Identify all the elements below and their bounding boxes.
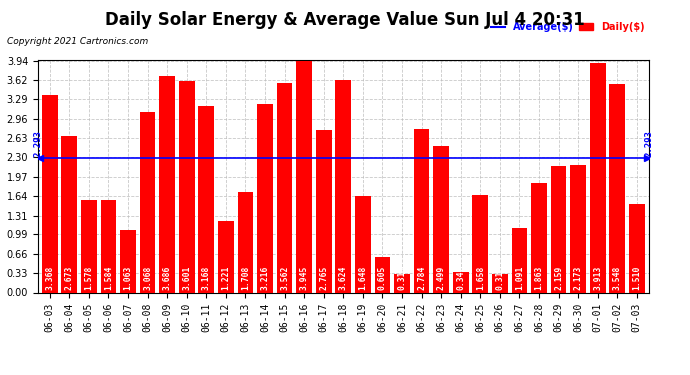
Text: 2.499: 2.499	[437, 265, 446, 290]
Bar	[237, 192, 253, 292]
Text: 2.293: 2.293	[33, 130, 43, 157]
Text: 0.605: 0.605	[378, 265, 387, 290]
Text: 0.312: 0.312	[495, 265, 504, 290]
Text: 1.863: 1.863	[535, 265, 544, 290]
Bar	[590, 63, 606, 292]
Text: 1.708: 1.708	[241, 265, 250, 290]
Bar	[394, 274, 410, 292]
Text: 3.624: 3.624	[339, 265, 348, 290]
Bar	[375, 257, 391, 292]
Text: 1.648: 1.648	[358, 265, 367, 290]
Text: 2.159: 2.159	[554, 265, 563, 290]
Bar	[120, 230, 136, 292]
Text: 3.216: 3.216	[261, 265, 270, 290]
Bar	[453, 272, 469, 292]
Bar	[277, 83, 293, 292]
Bar	[257, 104, 273, 292]
Text: 3.601: 3.601	[182, 265, 191, 290]
Text: 2.765: 2.765	[319, 265, 328, 290]
Bar	[316, 130, 331, 292]
Bar	[139, 112, 155, 292]
Text: 3.686: 3.686	[163, 265, 172, 290]
Bar	[433, 146, 449, 292]
Bar	[473, 195, 488, 292]
Bar	[551, 166, 566, 292]
Text: 3.562: 3.562	[280, 265, 289, 290]
Text: 2.784: 2.784	[417, 265, 426, 290]
Bar	[179, 81, 195, 292]
Bar	[531, 183, 546, 292]
Bar	[609, 84, 625, 292]
Legend: Average($), Daily($): Average($), Daily($)	[486, 18, 649, 36]
Text: 3.945: 3.945	[299, 265, 308, 290]
Bar	[511, 228, 527, 292]
Text: 3.913: 3.913	[593, 265, 602, 290]
Text: 3.548: 3.548	[613, 265, 622, 290]
Bar	[42, 95, 57, 292]
Text: 1.658: 1.658	[476, 265, 485, 290]
Bar	[355, 196, 371, 292]
Bar	[492, 274, 508, 292]
Text: 2.173: 2.173	[573, 265, 582, 290]
Bar	[81, 200, 97, 292]
Text: 3.168: 3.168	[201, 265, 210, 290]
Text: 2.293: 2.293	[644, 130, 653, 157]
Text: 3.368: 3.368	[45, 265, 55, 290]
Text: 1.221: 1.221	[221, 265, 230, 290]
Bar	[218, 221, 234, 292]
Bar	[571, 165, 586, 292]
Text: 1.578: 1.578	[84, 265, 93, 290]
Text: 2.673: 2.673	[65, 265, 74, 290]
Bar	[61, 135, 77, 292]
Bar	[629, 204, 644, 292]
Text: 3.068: 3.068	[143, 265, 152, 290]
Bar	[335, 80, 351, 292]
Text: 1.063: 1.063	[124, 265, 132, 290]
Bar	[414, 129, 429, 292]
Text: 1.584: 1.584	[104, 265, 113, 290]
Bar	[159, 76, 175, 292]
Text: 0.347: 0.347	[456, 265, 465, 290]
Text: 0.314: 0.314	[397, 265, 406, 290]
Bar	[101, 200, 116, 292]
Bar	[199, 106, 214, 292]
Text: 1.510: 1.510	[632, 265, 642, 290]
Bar	[296, 61, 312, 292]
Text: Daily Solar Energy & Average Value Sun Jul 4 20:31: Daily Solar Energy & Average Value Sun J…	[105, 11, 585, 29]
Text: 1.091: 1.091	[515, 265, 524, 290]
Text: Copyright 2021 Cartronics.com: Copyright 2021 Cartronics.com	[7, 38, 148, 46]
